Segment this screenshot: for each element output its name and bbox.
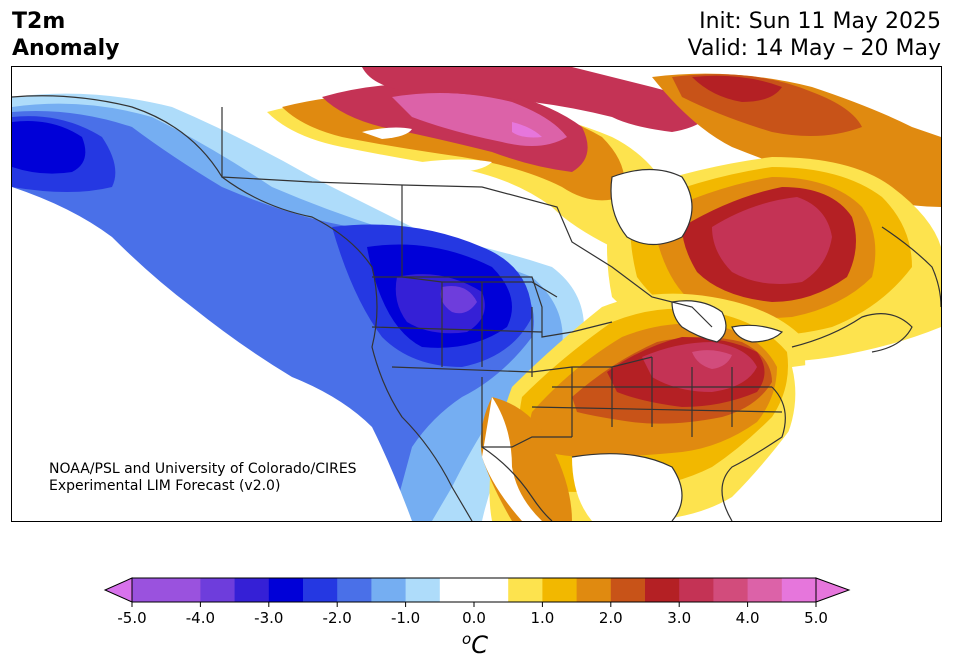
unit-text: C <box>471 631 488 659</box>
colorbar-tick-label: -5.0 <box>117 609 146 627</box>
colorbar-tick-label: 0.0 <box>462 609 486 627</box>
colorbar-ticks: -5.0 -4.0 -3.0 -2.0 -1.0 0.0 1.0 2.0 3.0 4.0 5.0 <box>117 602 828 627</box>
map-title: T2m Anomaly <box>12 8 119 62</box>
colorbar-bin <box>713 578 749 602</box>
colorbar-bins <box>132 578 817 602</box>
colorbar-bin <box>371 578 407 602</box>
colorbar-bin <box>303 578 338 602</box>
colorbar-bin <box>508 578 543 602</box>
colorbar-tick-label: 3.0 <box>667 609 691 627</box>
valid-range: Valid: 14 May – 20 May <box>687 36 941 61</box>
colorbar-under-arrow <box>103 577 133 603</box>
credit-text: NOAA/PSL and University of Colorado/CIRE… <box>49 461 357 495</box>
colorbar: -5.0 -4.0 -3.0 -2.0 -1.0 0.0 1.0 2.0 3.0 4.0 5.0 <box>103 577 851 627</box>
colorbar-tick-label: 1.0 <box>530 609 554 627</box>
anomaly-map <box>11 66 942 522</box>
colorbar-tick-label: 5.0 <box>804 609 828 627</box>
unit-label: oC <box>462 630 488 659</box>
forecast-dates: Init: Sun 11 May 2025 Valid: 14 May – 20… <box>688 8 941 62</box>
credit-line-1: NOAA/PSL and University of Colorado/CIRE… <box>49 461 357 477</box>
colorbar-bin <box>200 578 236 602</box>
colorbar-over-arrow <box>815 577 851 603</box>
colorbar-bin <box>679 578 714 602</box>
anomaly-label: Anomaly <box>12 36 120 61</box>
colorbar-bin <box>337 578 372 602</box>
colorbar-bin <box>781 578 817 602</box>
colorbar-tick-label: -2.0 <box>323 609 352 627</box>
degree-superscript: o <box>462 630 472 648</box>
colorbar-bin <box>268 578 304 602</box>
colorbar-tick-label: 4.0 <box>736 609 760 627</box>
colorbar-bin <box>645 578 680 602</box>
init-date: Init: Sun 11 May 2025 <box>699 9 941 34</box>
colorbar-bin <box>132 578 167 602</box>
colorbar-tick-label: -3.0 <box>254 609 283 627</box>
colorbar-bin <box>166 578 201 602</box>
colorbar-bin <box>747 578 783 602</box>
colorbar-bin <box>610 578 646 602</box>
credit-line-2: Experimental LIM Forecast (v2.0) <box>49 478 281 494</box>
colorbar-bin <box>576 578 612 602</box>
colorbar-bin <box>405 578 441 602</box>
colorbar-tick-label: -1.0 <box>391 609 420 627</box>
colorbar-bin <box>234 578 270 602</box>
colorbar-bin <box>542 578 578 602</box>
colorbar-bin <box>439 578 475 602</box>
colorbar-tick-label: -4.0 <box>186 609 215 627</box>
variable-label: T2m <box>12 9 66 34</box>
map-canvas <box>12 67 941 521</box>
colorbar-bin <box>474 578 509 602</box>
colorbar-tick-label: 2.0 <box>599 609 623 627</box>
